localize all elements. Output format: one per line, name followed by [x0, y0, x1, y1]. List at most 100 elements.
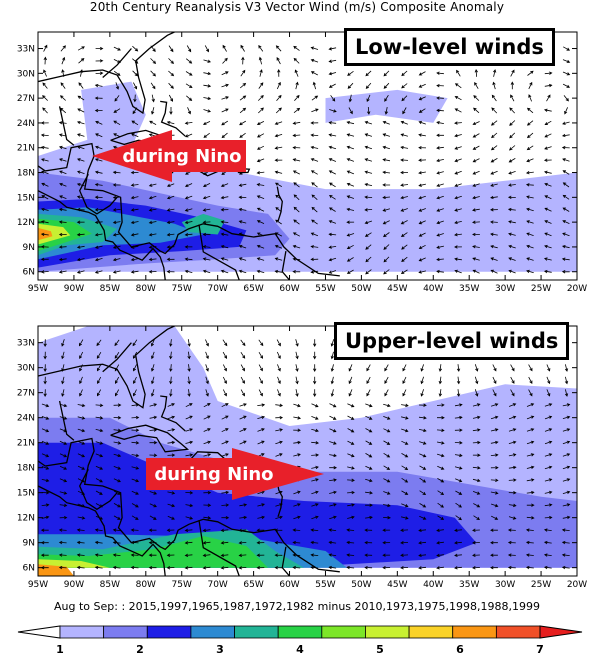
- wind-vector: [490, 120, 498, 126]
- wind-vector: [510, 94, 515, 102]
- lat-label: 18N: [17, 169, 35, 179]
- wind-vector: [544, 133, 552, 138]
- wind-vector: [543, 257, 552, 261]
- wind-vector: [130, 170, 139, 175]
- wind-vector: [94, 233, 103, 237]
- wind-vector: [130, 553, 139, 557]
- wind-vector: [437, 415, 445, 420]
- lat-label: 30N: [17, 69, 35, 79]
- wind-vector: [436, 171, 444, 175]
- wind-vector: [418, 120, 426, 125]
- colorbar-high-end: [539, 625, 583, 639]
- wind-vector: [472, 566, 480, 570]
- wind-vector: [258, 364, 263, 372]
- wind-vector: [348, 94, 353, 103]
- wind-vector: [60, 82, 66, 89]
- wind-vector: [418, 416, 427, 420]
- wind-vector: [131, 503, 139, 508]
- wind-vector: [310, 245, 319, 249]
- wind-vector: [490, 145, 498, 151]
- lon-label: 60W: [279, 580, 299, 590]
- wind-vector: [544, 244, 552, 249]
- wind-vector: [328, 170, 336, 175]
- wind-vector: [544, 120, 552, 125]
- coastlines: [38, 32, 340, 280]
- wind-vector: [436, 233, 444, 237]
- wind-vector: [239, 120, 247, 126]
- wind-vector: [346, 220, 355, 224]
- shade-7: [38, 223, 71, 245]
- wind-vector: [184, 183, 193, 187]
- wind-vector: [58, 553, 67, 557]
- wind-vector: [473, 515, 480, 521]
- wind-vector: [202, 232, 211, 237]
- wind-vector: [544, 232, 552, 237]
- wind-vector: [310, 46, 319, 50]
- wind-vector: [185, 83, 193, 89]
- wind-vector: [59, 195, 67, 199]
- wind-vector: [474, 81, 479, 89]
- wind-vector: [311, 403, 319, 408]
- wind-vector: [257, 515, 265, 520]
- wind-vector: [454, 403, 463, 407]
- wind-vector: [490, 403, 499, 407]
- wind-vector: [383, 452, 391, 458]
- wind-vector: [490, 565, 498, 570]
- wind-vector: [436, 245, 444, 249]
- wind-vector: [402, 107, 407, 115]
- wind-vector: [418, 83, 426, 88]
- pacific-coast: [38, 190, 166, 280]
- wind-vector: [346, 170, 355, 175]
- wind-vector: [365, 491, 373, 495]
- wind-vector: [508, 465, 517, 470]
- wind-vector: [508, 503, 517, 508]
- wind-vector: [383, 244, 390, 250]
- wind-vector: [347, 82, 354, 89]
- wind-vector: [256, 195, 265, 199]
- wind-vector: [507, 565, 516, 570]
- wind-vector: [561, 270, 570, 274]
- wind-vector: [347, 490, 355, 495]
- wind-vector: [346, 244, 354, 249]
- wind-vector: [472, 440, 481, 445]
- wind-vector: [366, 389, 371, 397]
- wind-vector: [365, 415, 373, 420]
- wind-vector: [256, 170, 265, 175]
- wind-vector: [274, 134, 283, 138]
- wind-vector: [292, 244, 301, 249]
- wind-vector: [148, 220, 157, 224]
- wind-vector: [436, 528, 444, 532]
- wind-vector: [133, 82, 138, 90]
- lon-label: 85W: [100, 284, 120, 294]
- wind-vector: [382, 158, 391, 162]
- wind-vector: [239, 403, 247, 407]
- wind-vector: [364, 170, 373, 174]
- wind-vector: [131, 453, 140, 458]
- wind-vector: [94, 258, 103, 262]
- wind-vector: [274, 269, 283, 274]
- wind-vector: [293, 182, 300, 188]
- wind-vector: [240, 339, 246, 347]
- wind-vector: [59, 440, 68, 445]
- wind-vector: [113, 133, 121, 138]
- lon-label: 30W: [495, 580, 515, 590]
- wind-vector: [293, 219, 300, 225]
- wind-vector: [525, 553, 534, 557]
- wind-vector: [130, 565, 139, 570]
- wind-vector: [454, 453, 463, 458]
- wind-vector: [454, 441, 463, 445]
- wind-vector: [187, 351, 191, 360]
- wind-vector: [311, 478, 319, 482]
- wind-vector: [454, 158, 462, 163]
- wind-vector: [508, 171, 516, 175]
- lon-label: 30W: [495, 284, 515, 294]
- land-border-1: [102, 342, 132, 373]
- shade-6: [38, 536, 268, 568]
- lon-label: 90W: [64, 284, 84, 294]
- wind-vector: [41, 403, 50, 408]
- wind-vector: [454, 121, 462, 125]
- wind-vector: [329, 490, 337, 495]
- wind-vector: [149, 515, 157, 520]
- wind-vector: [330, 95, 336, 102]
- wind-vector: [525, 170, 534, 175]
